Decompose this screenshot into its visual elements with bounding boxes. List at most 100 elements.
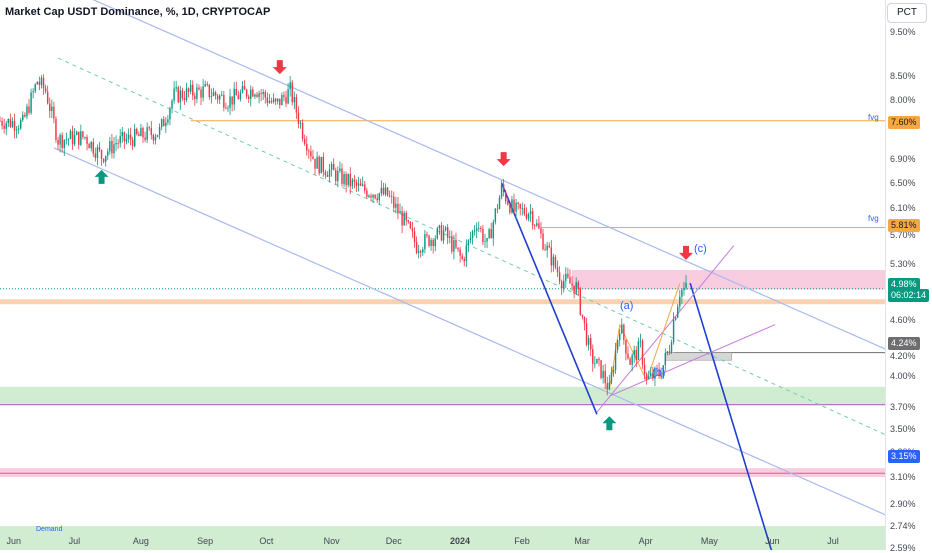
- candle-body: [581, 314, 584, 317]
- up-arrow-icon: [94, 169, 109, 184]
- candle-body: [0, 120, 1, 122]
- candle-body: [237, 95, 240, 100]
- candle-body: [606, 383, 608, 390]
- x-tick-label: Feb: [514, 536, 530, 546]
- level-badge-5-81: 5.81%: [888, 219, 920, 232]
- candle-body: [156, 134, 159, 137]
- candle-body: [133, 128, 136, 147]
- candle-body: [444, 227, 447, 231]
- demand-zone-label: Demand: [36, 526, 63, 533]
- candle-body: [374, 194, 376, 199]
- candle-body: [78, 131, 80, 145]
- candle-body: [119, 136, 121, 144]
- candle-body: [183, 98, 186, 100]
- candle-body: [167, 119, 169, 123]
- candle-body: [359, 183, 362, 186]
- candle-body: [332, 163, 335, 171]
- candle-body: [353, 179, 356, 182]
- candle-body: [529, 211, 532, 215]
- x-tick-label: Jun: [6, 536, 22, 546]
- x-tick-label: Oct: [259, 536, 274, 546]
- y-tick-label: 4.60%: [890, 315, 916, 326]
- candle-body: [376, 198, 378, 201]
- candle-body: [426, 234, 428, 236]
- grey-box: [665, 352, 732, 361]
- candle-body: [216, 95, 219, 100]
- y-tick-label: 2.90%: [890, 498, 916, 509]
- candle-body: [345, 173, 347, 185]
- fvg-label-lower: fvg: [868, 214, 879, 223]
- candle-body: [467, 240, 470, 246]
- candle-body: [339, 168, 341, 171]
- candle-body: [618, 333, 621, 341]
- candle-body: [235, 88, 238, 96]
- candle-body: [397, 203, 399, 214]
- candle-body: [616, 340, 619, 350]
- level-badge-4-24: 4.24%: [888, 337, 920, 350]
- pct-scale-button[interactable]: PCT: [887, 3, 927, 23]
- x-tick-label: Apr: [638, 536, 653, 546]
- candle-body: [364, 184, 366, 191]
- chart-title: Market Cap USDT Dominance, %, 1D, CRYPTO…: [5, 6, 271, 18]
- candle-body: [314, 158, 316, 169]
- candle-body: [670, 342, 673, 353]
- y-tick-label: 6.90%: [890, 154, 916, 165]
- candle-body: [243, 85, 246, 90]
- candle-body: [80, 131, 82, 145]
- candle-body: [411, 228, 414, 232]
- candle-body: [306, 143, 308, 151]
- candle-body: [86, 136, 88, 145]
- candle-body: [490, 229, 492, 239]
- candle-body: [542, 233, 544, 250]
- candle-body: [596, 358, 598, 364]
- candle-body: [465, 245, 468, 262]
- price-axis-divider: [885, 0, 886, 550]
- candle-body: [38, 81, 41, 85]
- candle-body: [208, 84, 211, 97]
- candle-body: [196, 87, 198, 99]
- candle-body: [548, 245, 550, 248]
- candle-body: [488, 229, 490, 239]
- candle-body: [536, 223, 538, 226]
- wave-c-leg: [646, 283, 681, 381]
- candle-body: [509, 204, 511, 213]
- wave-label-b: (b): [652, 367, 666, 379]
- candle-body: [65, 139, 68, 141]
- candle-body: [148, 127, 150, 129]
- candle-body: [177, 87, 179, 103]
- candle-body: [635, 350, 638, 360]
- candle-body: [523, 208, 526, 215]
- candle-body: [461, 255, 463, 260]
- candle-body: [449, 236, 451, 238]
- candle-body: [291, 82, 293, 103]
- candle-body: [355, 181, 358, 186]
- wave-label-a: (a): [620, 300, 634, 312]
- candle-body: [473, 230, 476, 232]
- candle-body: [44, 88, 47, 92]
- candle-body: [594, 363, 596, 365]
- candle-body: [324, 171, 327, 176]
- candle-body: [185, 88, 188, 100]
- channel-upper: [92, 0, 886, 350]
- candle-body: [335, 170, 337, 182]
- candle-body: [623, 324, 625, 340]
- x-tick-label: Sep: [197, 536, 214, 546]
- y-tick-label: 3.70%: [890, 401, 916, 412]
- candle-body: [341, 168, 343, 184]
- candle-body: [51, 106, 53, 112]
- down-arrow-icon: [272, 60, 287, 75]
- candle-body: [415, 242, 418, 253]
- candle-body: [111, 141, 113, 154]
- candle-body: [668, 351, 671, 353]
- candle-body: [436, 228, 439, 239]
- current-price-badge: 4.98%: [888, 278, 920, 291]
- channel-midline: [57, 57, 886, 436]
- candle-body: [55, 118, 57, 140]
- candle-body: [90, 141, 92, 149]
- candle-body: [455, 239, 457, 248]
- candle-body: [621, 324, 623, 334]
- candle-body: [432, 239, 434, 246]
- candle-body: [569, 277, 571, 284]
- candle-body: [109, 141, 111, 152]
